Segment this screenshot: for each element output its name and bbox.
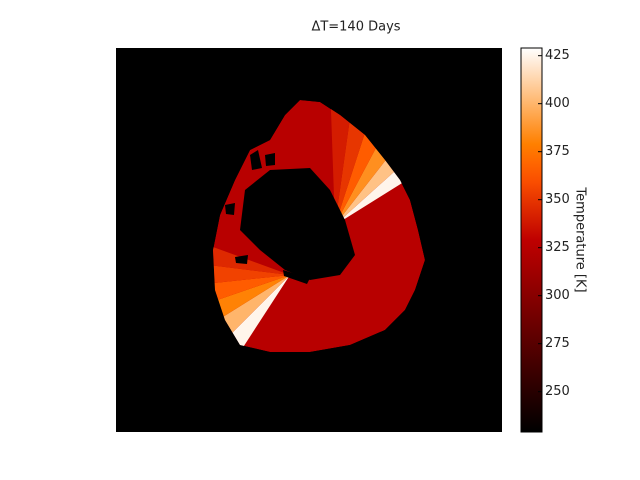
map	[213, 100, 425, 352]
colorbar-tick-label: 425	[545, 48, 570, 63]
speck	[250, 150, 262, 170]
colorbar-tick-label: 275	[545, 336, 570, 351]
colorbar-label: Temperature [K]	[573, 186, 588, 292]
colorbar-tick-label: 350	[545, 192, 570, 207]
speck	[225, 203, 235, 215]
colorbar-tick-label: 250	[545, 384, 570, 399]
speck	[283, 270, 310, 284]
hole	[240, 168, 355, 280]
map-region	[213, 275, 290, 328]
colorbar-tick-label: 375	[545, 144, 570, 159]
colorbar-tick-label: 300	[545, 288, 570, 303]
speck	[235, 255, 248, 264]
colorbar-tick-label: 400	[545, 96, 570, 111]
colorbar-tick-label: 325	[545, 240, 570, 255]
speck	[265, 153, 275, 166]
chart-title: ΔT=140 Days	[311, 20, 400, 35]
colorbar	[520, 47, 543, 433]
map-region	[213, 220, 290, 275]
